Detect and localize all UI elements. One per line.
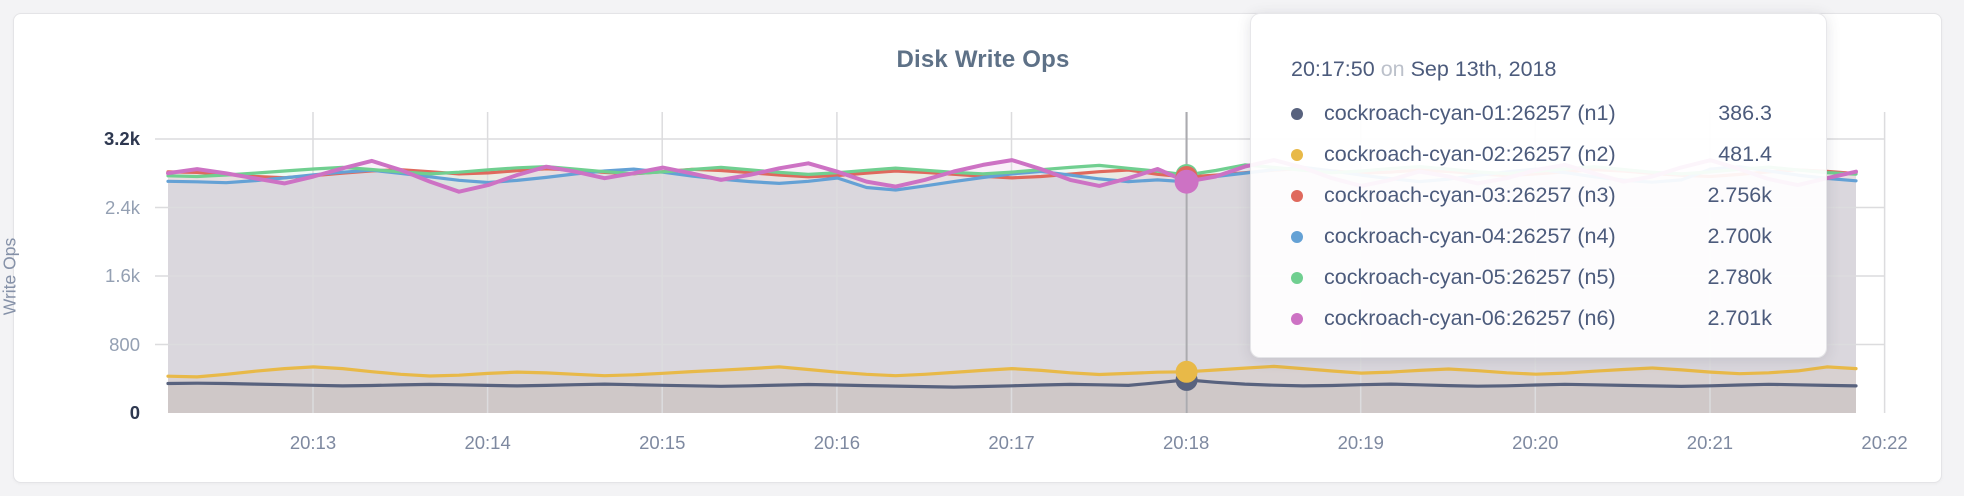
series-color-dot-icon bbox=[1291, 312, 1303, 325]
series-value: 386.3 bbox=[1718, 101, 1772, 125]
series-color-dot-icon bbox=[1291, 189, 1303, 202]
series-line-n1 bbox=[166, 378, 1858, 389]
series-color-dot-icon bbox=[1291, 148, 1303, 161]
series-value: 481.4 bbox=[1718, 142, 1772, 166]
series-color-dot-icon bbox=[1291, 271, 1303, 284]
chart-title: Disk Write Ops bbox=[896, 46, 1070, 73]
x-tick-label: 20:15 bbox=[639, 432, 686, 453]
y-axis-label: Write Ops bbox=[0, 237, 20, 316]
x-tick-label: 20:21 bbox=[1686, 432, 1734, 453]
tooltip-time: 20:17:50 bbox=[1291, 57, 1375, 81]
tooltip-header: 20:17:50 on Sep 13th, 2018 bbox=[1291, 54, 1772, 84]
tooltip-conjunction: on bbox=[1380, 57, 1405, 81]
y-tick-label: 3.2k bbox=[103, 128, 140, 149]
tooltip-series-row: cockroach-cyan-01:26257 (n1) 386.3 bbox=[1291, 93, 1772, 134]
series-value: 2.701k bbox=[1707, 306, 1772, 330]
series-name: cockroach-cyan-04:26257 (n4) bbox=[1324, 224, 1616, 248]
series-name: cockroach-cyan-06:26257 (n6) bbox=[1324, 306, 1616, 330]
hover-point-dot-n2 bbox=[1175, 360, 1198, 383]
series-color-dot-icon bbox=[1291, 107, 1303, 120]
x-tick-label: 20:16 bbox=[813, 432, 860, 453]
x-tick-label: 20:17 bbox=[988, 432, 1035, 453]
tooltip-series-row: cockroach-cyan-06:26257 (n6) 2.701k bbox=[1291, 298, 1772, 339]
tooltip-series-row: cockroach-cyan-05:26257 (n5) 2.780k bbox=[1291, 257, 1772, 298]
tooltip-series-row: cockroach-cyan-02:26257 (n2) 481.4 bbox=[1291, 134, 1772, 175]
series-line-n2 bbox=[166, 364, 1858, 379]
tooltip-series-row: cockroach-cyan-04:26257 (n4) 2.700k bbox=[1291, 216, 1772, 257]
series-color-dot-icon bbox=[1291, 230, 1303, 243]
x-tick-label: 20:19 bbox=[1337, 432, 1384, 453]
y-tick-label: 1.6k bbox=[105, 265, 140, 286]
tooltip-series-row: cockroach-cyan-03:26257 (n3) 2.756k bbox=[1291, 175, 1772, 216]
x-tick-label: 20:22 bbox=[1861, 432, 1908, 453]
x-tick-label: 20:13 bbox=[289, 432, 337, 453]
tooltip-date: Sep 13th, 2018 bbox=[1410, 57, 1557, 81]
series-value: 2.756k bbox=[1707, 183, 1772, 207]
x-tick-label: 20:18 bbox=[1162, 432, 1210, 453]
series-name: cockroach-cyan-02:26257 (n2) bbox=[1324, 142, 1616, 166]
series-value: 2.780k bbox=[1707, 265, 1772, 289]
hover-point-dot-n6 bbox=[1174, 169, 1199, 194]
x-tick-label: 20:14 bbox=[464, 432, 511, 453]
series-value: 2.700k bbox=[1707, 224, 1772, 248]
hover-tooltip: 20:17:50 on Sep 13th, 2018 cockroach-cya… bbox=[1250, 13, 1827, 358]
tooltip-rows: cockroach-cyan-01:26257 (n1) 386.3 cockroa… bbox=[1291, 93, 1772, 339]
y-tick-label: 0 bbox=[129, 402, 140, 423]
series-name: cockroach-cyan-03:26257 (n3) bbox=[1324, 183, 1616, 207]
series-name: cockroach-cyan-05:26257 (n5) bbox=[1324, 265, 1616, 289]
series-name: cockroach-cyan-01:26257 (n1) bbox=[1324, 101, 1616, 125]
y-tick-label: 2.4k bbox=[105, 196, 140, 218]
y-tick-label: 800 bbox=[109, 333, 140, 355]
x-tick-label: 20:20 bbox=[1512, 432, 1559, 453]
